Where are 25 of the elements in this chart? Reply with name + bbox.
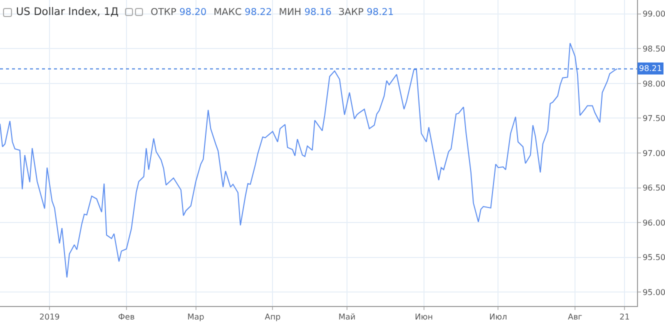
y-tick-label: 96.50	[642, 184, 665, 193]
y-tick-label: 98.50	[642, 44, 665, 54]
y-tick-label: 99.00	[642, 10, 665, 19]
annotation: ОТКР 98.20	[150, 6, 207, 18]
y-tick-label: 95.50	[642, 253, 665, 262]
y-tick-label: 97.00	[642, 148, 665, 158]
text: US Dollar Index, 1Д	[16, 6, 119, 18]
ref-line-label: 98.21	[639, 64, 662, 73]
annotation: ЗАКР 98.21	[338, 6, 394, 18]
x-tick-label: Июн	[414, 312, 433, 322]
x-tick-label: Май	[338, 312, 356, 322]
annotation: МАКС 98.22	[214, 6, 272, 18]
annotation: МИН 98.16	[278, 6, 332, 18]
y-tick-label: 96.00	[642, 218, 665, 228]
x-tick-label: 2019	[39, 312, 60, 322]
y-tick-label: 97.50	[642, 114, 665, 124]
line-series	[0, 42, 618, 278]
x-tick-label: Авг	[568, 312, 582, 322]
y-tick-label: 95.00	[642, 288, 665, 297]
y-tick-label: 98.00	[642, 79, 665, 88]
x-tick-label: 21	[620, 312, 630, 322]
x-tick-label: Июл	[489, 312, 508, 322]
x-tick-label: Апр	[264, 312, 281, 322]
x-tick-label: Фев	[118, 312, 135, 322]
x-tick-label: Мар	[187, 312, 204, 322]
